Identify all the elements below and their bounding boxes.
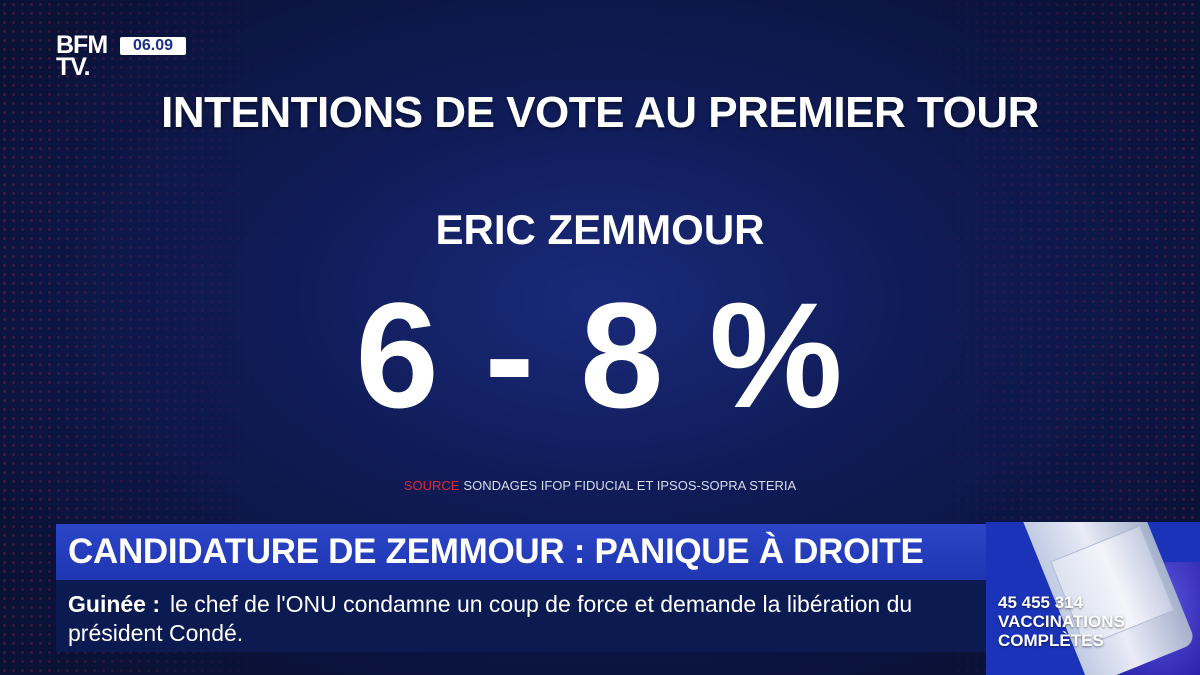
source-line: SOURCE SONDAGES IFOP FIDUCIAL ET IPSOS-SO… xyxy=(0,478,1200,493)
logo-line-2: TV. xyxy=(56,53,91,81)
headline-text: CANDIDATURE DE ZEMMOUR : PANIQUE À DROIT… xyxy=(68,532,924,571)
vaccination-panel: 45 455 314 VACCINATIONS COMPLÈTES xyxy=(986,522,1200,675)
logo-line-1: BFM xyxy=(56,31,108,59)
ticker-content: Guinée : le chef de l'ONU condamne un cou… xyxy=(68,590,968,648)
source-label: SOURCE xyxy=(403,478,460,493)
ticker-text: le chef de l'ONU condamne un coup de for… xyxy=(68,591,913,646)
clock-time: 06.09 xyxy=(120,37,186,55)
graphic-title: INTENTIONS DE VOTE AU PREMIER TOUR xyxy=(161,88,1039,137)
vaccination-label-line-1: VACCINATIONS xyxy=(998,612,1125,631)
vaccination-label: VACCINATIONS COMPLÈTES xyxy=(998,612,1188,650)
headline-banner: CANDIDATURE DE ZEMMOUR : PANIQUE À DROIT… xyxy=(56,524,986,580)
news-ticker: Guinée : le chef de l'ONU condamne un cou… xyxy=(56,580,986,652)
ticker-label: Guinée : xyxy=(68,591,161,617)
vaccination-label-line-2: COMPLÈTES xyxy=(998,631,1104,650)
poll-value: 6 - 8 % xyxy=(355,271,845,439)
vaccination-count: 45 455 314 xyxy=(998,593,1084,612)
channel-logo: BFM TV. xyxy=(56,31,112,81)
source-text: SONDAGES IFOP FIDUCIAL ET IPSOS-SOPRA ST… xyxy=(463,478,797,493)
candidate-name: ERIC ZEMMOUR xyxy=(435,206,765,253)
